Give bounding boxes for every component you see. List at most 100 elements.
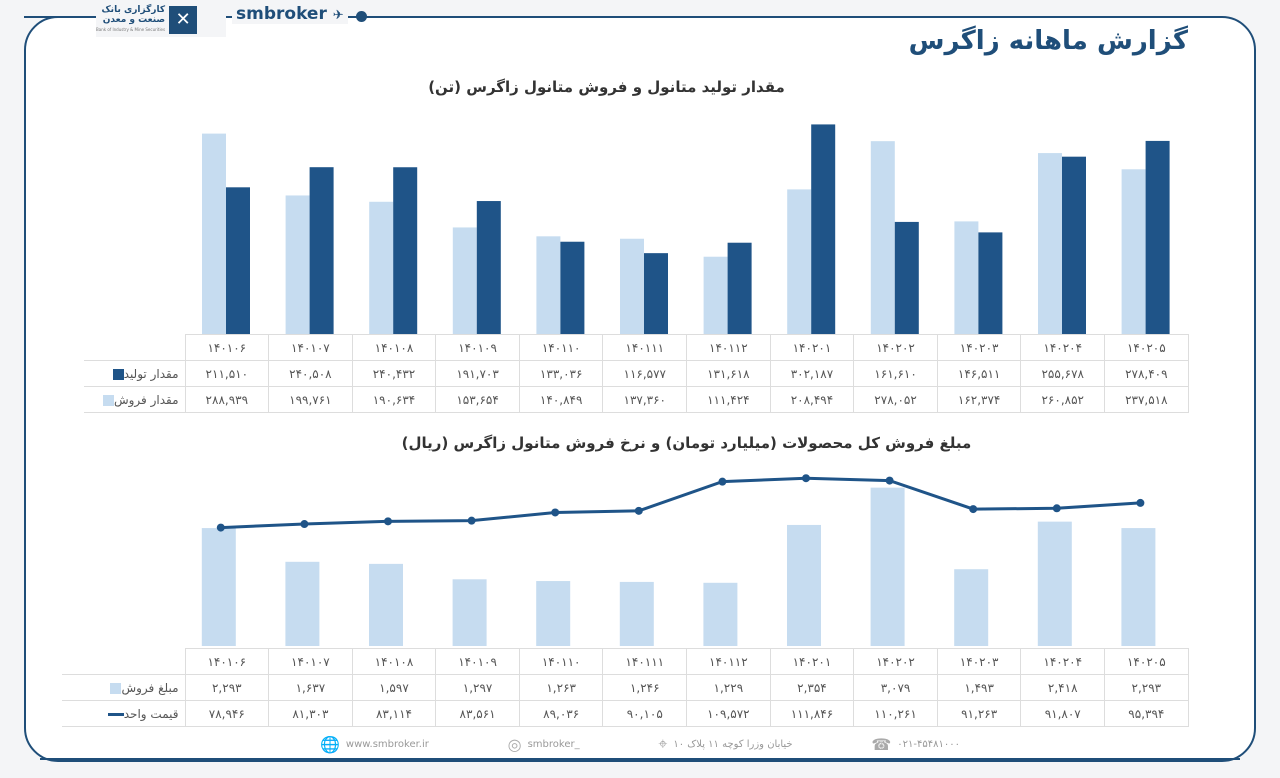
- value-cell: ۲۷۸,۰۵۲: [853, 386, 938, 413]
- category-cell: ۱۴۰۱۰۹: [435, 334, 520, 361]
- value-cell: ۱۰۹,۵۷۲: [686, 700, 771, 727]
- value-cell: ۱۶۱,۶۱۰: [853, 360, 938, 387]
- sales-qty-bar: [1121, 169, 1146, 334]
- category-cell: ۱۴۰۱۰۸: [351, 648, 437, 675]
- value-cell: ۲۷۸,۴۰۹: [1104, 360, 1189, 387]
- category-cell: ۱۴۰۱۱۲: [686, 648, 771, 675]
- footer-instagram[interactable]: ◎ smbroker_: [508, 735, 580, 754]
- production-qty-bar: [560, 241, 585, 334]
- unit-price-point: [467, 516, 476, 525]
- value-cell: ۱۱۰,۲۶۱: [853, 700, 938, 727]
- sales-qty-bar: [536, 236, 561, 334]
- value-cell: ۱۹۱,۷۰۳: [435, 360, 520, 387]
- value-cell: ۱,۲۹۷: [435, 674, 520, 701]
- table-row: مبلغ فروش ۲,۲۹۳ ۱,۶۳۷ ۱,۵۹۷ ۱,۲۹۷ ۱,۲۶۳ ۱,۲۴۶ ۱…: [62, 674, 1189, 701]
- sales-amount-bar: [787, 524, 821, 646]
- empty-cell: [84, 335, 185, 361]
- sales-qty-bar: [202, 133, 226, 334]
- production-qty-bar: [894, 221, 919, 334]
- value-cell: ۱,۴۹۳: [936, 674, 1022, 701]
- legend-swatch: [112, 368, 124, 380]
- value-cell: ۳,۰۷۹: [853, 674, 938, 701]
- footer-phone: ☎ ۰۲۱-۴۵۴۸۱۰۰۰: [871, 735, 960, 754]
- value-cell: ۱۹۰,۶۳۴: [351, 386, 437, 413]
- page-title: گزارش ماهانه زاگرس: [908, 26, 1188, 56]
- unit-price-point: [634, 506, 643, 515]
- value-cell: ۲۸۸,۹۳۹: [184, 386, 270, 413]
- logo-line2: صنعت و معدن: [102, 15, 166, 25]
- value-cell: ۳۰۲,۱۸۷: [769, 360, 855, 387]
- value-cell: ۱,۵۹۷: [351, 674, 437, 701]
- logo-mark-icon: ✕: [169, 6, 198, 34]
- sales-amount-bar: [619, 581, 654, 646]
- sales-legend-cell: مقدار فروش: [84, 386, 186, 413]
- sales-qty-bar: [369, 201, 394, 334]
- sales-qty-bar: [1038, 153, 1062, 334]
- value-cell: ۲,۲۹۳: [184, 674, 270, 701]
- unit-price-point: [551, 508, 560, 517]
- value-cell: ۱۱۱,۴۲۴: [686, 386, 771, 413]
- value-cell: ۲۴۰,۴۳۲: [351, 360, 437, 387]
- category-cell: ۱۴۰۱۱۰: [518, 334, 604, 361]
- legend-swatch: [107, 712, 124, 716]
- chart1-title: مقدار تولید متانول و فروش متانول زاگرس (…: [428, 78, 785, 96]
- location-pin-icon: ⌖: [658, 734, 668, 753]
- footer: 🌐 www.smbroker.ir ◎ smbroker_ ⌖ خیابان وزرا…: [320, 734, 960, 754]
- sales-qty-bar: [285, 195, 310, 334]
- value-cell: ۱۱۶,۵۷۷: [602, 360, 688, 387]
- value-cell: ۱۴۰,۸۴۹: [518, 386, 604, 413]
- footer-line: [40, 758, 1240, 760]
- production-qty-bar: [1145, 140, 1170, 334]
- sales-qty-bar: [620, 238, 644, 334]
- value-cell: ۹۵,۳۹۴: [1104, 700, 1189, 727]
- sales-qty-bar: [452, 227, 477, 334]
- category-cell: ۱۴۰۲۰۱: [769, 334, 855, 361]
- table-row: قیمت واحد ۷۸,۹۴۶ ۸۱,۳۰۳ ۸۳,۱۱۴ ۸۳,۵۶۱ ۸۹,۰۳۶ ۹…: [62, 700, 1189, 727]
- header-row: ۱۴۰۱۰۶ ۱۴۰۱۰۷ ۱۴۰۱۰۸ ۱۴۰۱۰۹ ۱۴۰۱۱۰ ۱۴۰۱۱۱ ۱۴۰۱…: [62, 648, 1189, 675]
- footer-website[interactable]: 🌐 www.smbroker.ir: [320, 735, 429, 754]
- production-qty-bar: [644, 253, 668, 334]
- value-cell: ۹۱,۸۰۷: [1020, 700, 1106, 727]
- value-cell: ۷۸,۹۴۶: [184, 700, 270, 727]
- unit-price-point: [885, 476, 894, 485]
- chart1-data-table: ۱۴۰۱۰۶ ۱۴۰۱۰۷ ۱۴۰۱۰۸ ۱۴۰۱۰۹ ۱۴۰۱۱۰ ۱۴۰۱۱۱ ۱۴۰۱…: [84, 334, 1189, 413]
- production-qty-bar: [727, 242, 752, 334]
- legend-label: قیمت واحد: [123, 706, 179, 721]
- value-cell: ۱۶۲,۳۷۴: [936, 386, 1022, 413]
- sales-amount-bar: [870, 487, 905, 646]
- production-qty-bar: [309, 167, 334, 334]
- category-cell: ۱۴۰۱۰۹: [435, 648, 520, 675]
- legend-label: مبلغ فروش: [121, 680, 179, 695]
- unit-price-point: [1136, 498, 1145, 507]
- value-cell: ۱,۲۲۹: [686, 674, 771, 701]
- value-cell: ۲,۴۱۸: [1020, 674, 1106, 701]
- sales-amount-bar: [285, 561, 320, 646]
- production-qty-bar: [476, 201, 501, 334]
- production-qty-bar: [1062, 156, 1086, 334]
- value-cell: ۸۳,۵۶۱: [435, 700, 520, 727]
- category-cell: ۱۴۰۱۰۷: [268, 334, 353, 361]
- sales-amount-legend-cell: مبلغ فروش: [62, 674, 186, 701]
- production-qty-bar: [393, 167, 418, 334]
- value-cell: ۱,۲۴۶: [602, 674, 688, 701]
- sales-amount-bar: [703, 582, 738, 646]
- value-cell: ۱۳۱,۶۱۸: [686, 360, 771, 387]
- empty-cell: [62, 649, 185, 675]
- unit-price-point: [802, 474, 810, 483]
- sales-qty-bar: [870, 141, 895, 334]
- value-cell: ۲۶۰,۸۵۲: [1020, 386, 1106, 413]
- paper-plane-icon: ✈: [332, 8, 344, 23]
- category-cell: ۱۴۰۱۱۲: [686, 334, 771, 361]
- address-text: خیابان وزرا کوچه ۱۱ پلاک ۱۰: [673, 738, 793, 750]
- sales-amount-bar: [201, 528, 236, 646]
- sales-amount-bar: [954, 569, 989, 646]
- value-cell: ۹۱,۲۶۳: [936, 700, 1022, 727]
- value-cell: ۲۴۰,۵۰۸: [268, 360, 353, 387]
- category-cell: ۱۴۰۱۱۱: [602, 648, 688, 675]
- bank-logo: کارگزاری بانک صنعت و معدن Bank of Industry…: [96, 3, 226, 37]
- value-cell: ۱,۶۳۷: [268, 674, 353, 701]
- brand-name: smbroker: [236, 4, 327, 24]
- sales-qty-bar: [787, 189, 812, 334]
- sales-amount-bar: [369, 563, 403, 646]
